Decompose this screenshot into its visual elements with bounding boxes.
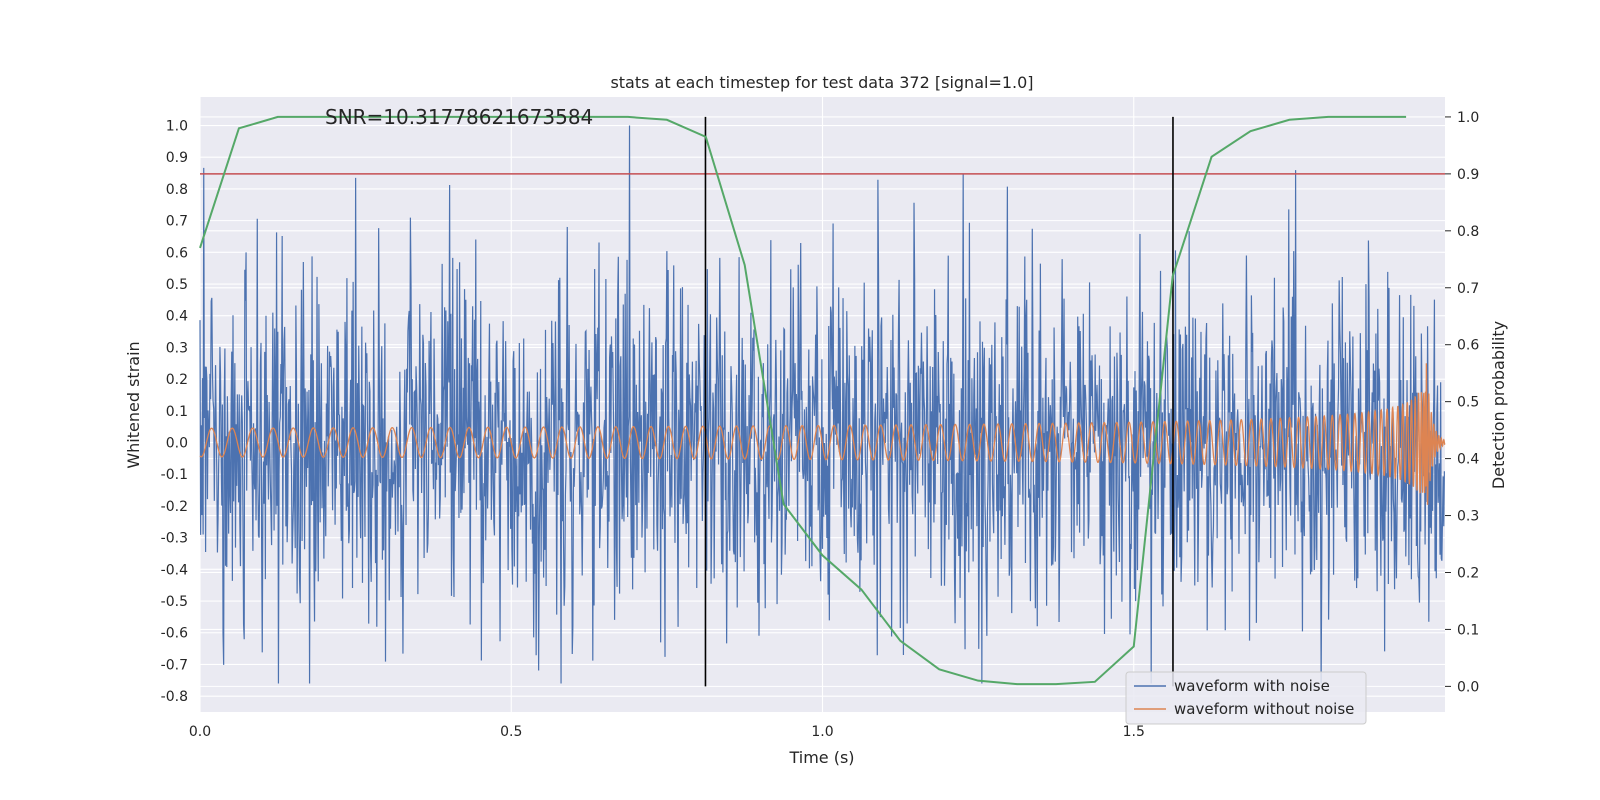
y-tick-label: 0.3 (166, 340, 188, 356)
y-tick-label: -0.5 (161, 594, 188, 610)
y-tick-label: -0.2 (161, 499, 188, 515)
y-right-tick-label: 0.1 (1457, 622, 1479, 638)
y-axis-right-label: Detection probability (1489, 321, 1508, 489)
y-tick-label: 0.1 (166, 404, 188, 420)
y-tick-label: 0.6 (166, 245, 188, 261)
legend-box (1125, 671, 1367, 725)
x-tick-label: 0.5 (500, 724, 522, 740)
y-tick-label: 0.7 (166, 214, 188, 230)
x-axis-label: Time (s) (788, 748, 854, 767)
y-right-tick-label: 0.4 (1457, 452, 1479, 468)
y-tick-label: -0.7 (161, 657, 188, 673)
y-right-tick-label: 0.8 (1457, 224, 1479, 240)
y-tick-label: 0.9 (166, 150, 188, 166)
left-axis: -0.8 -0.7 -0.6 -0.5 -0.4 -0.3 -0.2 -0.1 0.0 0.1 0.… (161, 119, 188, 706)
overlays (199, 115, 1445, 687)
y-tick-label: -0.6 (161, 626, 188, 642)
y-right-tick-label: 0.3 (1457, 509, 1479, 525)
x-axis: 0.0 0.5 1.0 1.5 (189, 724, 1145, 740)
noise-waveform-line (199, 125, 1445, 684)
y-right-tick-label: 0.7 (1457, 281, 1479, 297)
y-tick-label: -0.1 (161, 467, 188, 483)
y-right-tick-label: 0.5 (1457, 395, 1479, 411)
x-tick-label: 0.0 (189, 724, 211, 740)
y-tick-label: 0.5 (166, 277, 188, 293)
y-tick-label: 0.8 (166, 182, 188, 198)
right-axis: 0.0 0.1 0.2 0.3 0.4 0.5 0.6 0.7 0.8 0.9 1.0 (1445, 110, 1479, 695)
y-tick-label: -0.4 (161, 562, 188, 578)
y-right-tick-label: 0.2 (1457, 565, 1479, 581)
y-tick-label: 1.0 (166, 119, 188, 135)
y-right-tick-label: 1.0 (1457, 110, 1479, 126)
x-tick-label: 1.0 (811, 724, 833, 740)
y-tick-label: 0.4 (166, 309, 188, 325)
y-tick-label: -0.3 (161, 531, 188, 547)
y-right-tick-label: 0.6 (1457, 338, 1479, 354)
snr-annotation: SNR=10.31778621673584 (325, 105, 593, 129)
y-tick-label: -0.8 (161, 689, 188, 705)
legend-label-clean: waveform without noise (1174, 700, 1354, 718)
y-right-tick-label: 0.0 (1457, 679, 1479, 695)
clean-waveform-line (199, 363, 1446, 505)
y-tick-label: 0.2 (166, 372, 188, 388)
y-right-tick-label: 0.9 (1457, 167, 1479, 183)
chart-title: stats at each timestep for test data 372… (610, 73, 1033, 92)
series-lines (199, 125, 1446, 684)
legend-label-noise: waveform with noise (1174, 677, 1330, 695)
y-axis-label: Whitened strain (124, 341, 143, 468)
x-tick-label: 1.5 (1123, 724, 1145, 740)
detection-probability-line (199, 115, 1407, 686)
legend: waveform with noise waveform without noi… (1125, 671, 1367, 725)
y-tick-label: 0.0 (166, 436, 188, 452)
